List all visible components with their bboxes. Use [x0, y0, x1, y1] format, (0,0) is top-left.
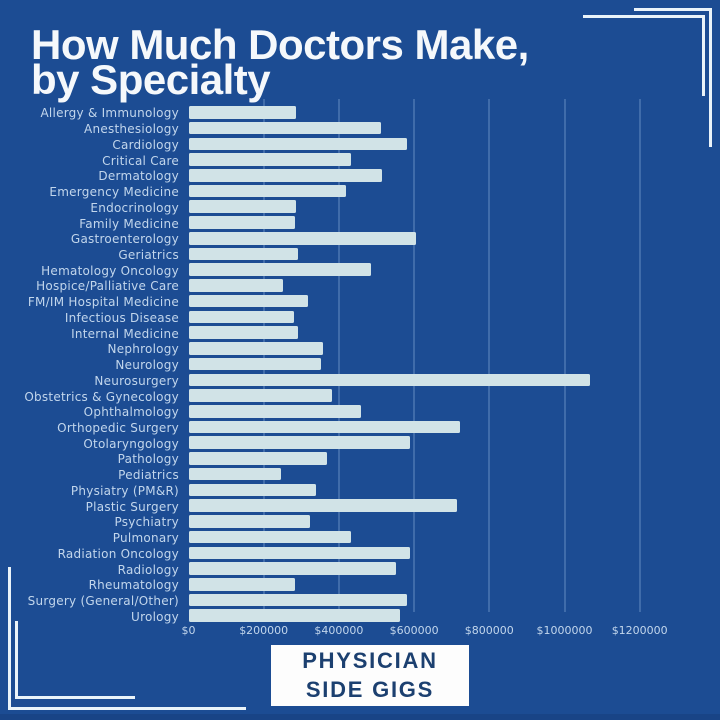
bar	[188, 609, 401, 623]
brand-line-2: SIDE GIGS	[305, 676, 435, 702]
bar	[188, 216, 296, 229]
bar	[188, 326, 298, 339]
category-label: Family Medicine	[79, 216, 179, 231]
category-label: Geriatrics	[118, 247, 179, 262]
bar	[188, 530, 351, 544]
category-label: Internal Medicine	[71, 326, 179, 341]
category-label: Orthopedic Surgery	[57, 421, 179, 435]
bar	[188, 184, 347, 198]
category-label: Neurosurgery	[94, 373, 179, 388]
corner-bracket-top-right-outer	[634, 8, 712, 147]
gridline	[638, 99, 641, 612]
x-tick-label: $200000	[239, 623, 289, 637]
bar	[188, 310, 295, 324]
bar	[188, 578, 295, 591]
gridline	[337, 99, 340, 612]
bar	[188, 357, 322, 371]
brand-line-1: PHYSICIAN	[302, 648, 438, 673]
category-label: Hematology Oncology	[41, 263, 179, 278]
category-label: Neurology	[115, 358, 179, 373]
title-line-1: How Much Doctors Make,	[31, 21, 529, 68]
gridline	[413, 99, 416, 612]
x-tick-label: $600000	[389, 623, 439, 637]
category-label: Hospice/Palliative Care	[36, 279, 179, 294]
category-label: Physiatry (PM&R)	[70, 483, 179, 498]
category-label: Plastic Surgery	[85, 499, 179, 514]
x-tick-label: $1000000	[536, 623, 593, 637]
bar	[188, 452, 327, 465]
corner-bracket-bottom-left-outer	[8, 567, 246, 710]
bar	[188, 153, 351, 166]
category-label: Gastroenterology	[70, 232, 179, 247]
bottom-edge-strip	[0, 714, 720, 720]
x-tick-label: $1200000	[611, 623, 668, 637]
bar	[188, 562, 397, 575]
brand-box: PHYSICIAN SIDE GIGS	[271, 645, 469, 706]
bar	[188, 373, 591, 387]
bar	[188, 121, 381, 135]
bar	[188, 467, 281, 481]
bar	[188, 137, 407, 151]
bar	[188, 515, 311, 528]
x-tick-label: $400000	[314, 623, 364, 637]
category-label: Rheumatology	[88, 578, 179, 593]
category-label: Otolaryngology	[83, 436, 179, 451]
category-label: Obstetrics & Gynecology	[24, 389, 179, 404]
category-label: Ophthalmology	[83, 405, 179, 420]
gridline	[262, 99, 265, 612]
bar	[188, 342, 324, 355]
bar	[188, 231, 417, 245]
category-label: Cardiology	[112, 137, 179, 152]
bar	[188, 294, 308, 308]
category-label: Surgery (General/Other)	[27, 594, 179, 609]
category-label: Emergency Medicine	[49, 185, 179, 200]
gridline	[488, 99, 491, 612]
x-tick-label: $0	[181, 623, 196, 637]
title-line-2: by Specialty	[31, 56, 271, 103]
bar	[188, 200, 297, 214]
gridline	[563, 99, 566, 612]
category-label: Critical Care	[102, 153, 179, 168]
category-label: Anesthesiology	[84, 122, 179, 137]
bar	[188, 420, 460, 434]
bar	[188, 263, 371, 276]
bar	[188, 499, 457, 512]
category-label: Pulmonary	[112, 531, 179, 546]
bar	[188, 404, 362, 418]
corner-bracket-bottom-left-inner	[15, 621, 135, 699]
category-label: Radiology	[117, 562, 179, 577]
bar	[188, 279, 283, 292]
category-label: Nephrology	[107, 342, 179, 357]
category-label: Pathology	[117, 452, 179, 467]
x-tick-label: $800000	[464, 623, 514, 637]
category-label: Dermatology	[98, 169, 179, 184]
page-title: How Much Doctors Make, by Specialty	[31, 21, 529, 103]
bar	[188, 436, 410, 450]
bar	[188, 169, 383, 182]
category-label: Infectious Disease	[64, 310, 179, 325]
category-label: Radiation Oncology	[57, 546, 179, 561]
bar	[188, 247, 298, 261]
bar	[188, 483, 316, 497]
category-label: Pediatrics	[118, 468, 179, 483]
corner-bracket-top-right-inner	[583, 15, 705, 96]
bar	[188, 593, 407, 607]
category-label: Psychiatry	[114, 515, 179, 530]
category-label: FM/IM Hospital Medicine	[27, 295, 179, 310]
bar	[188, 546, 410, 560]
category-label: Urology	[131, 609, 179, 624]
bar	[188, 389, 332, 402]
category-label: Allergy & Immunology	[40, 106, 179, 121]
bar	[188, 106, 297, 119]
category-label: Endocrinology	[90, 200, 179, 215]
